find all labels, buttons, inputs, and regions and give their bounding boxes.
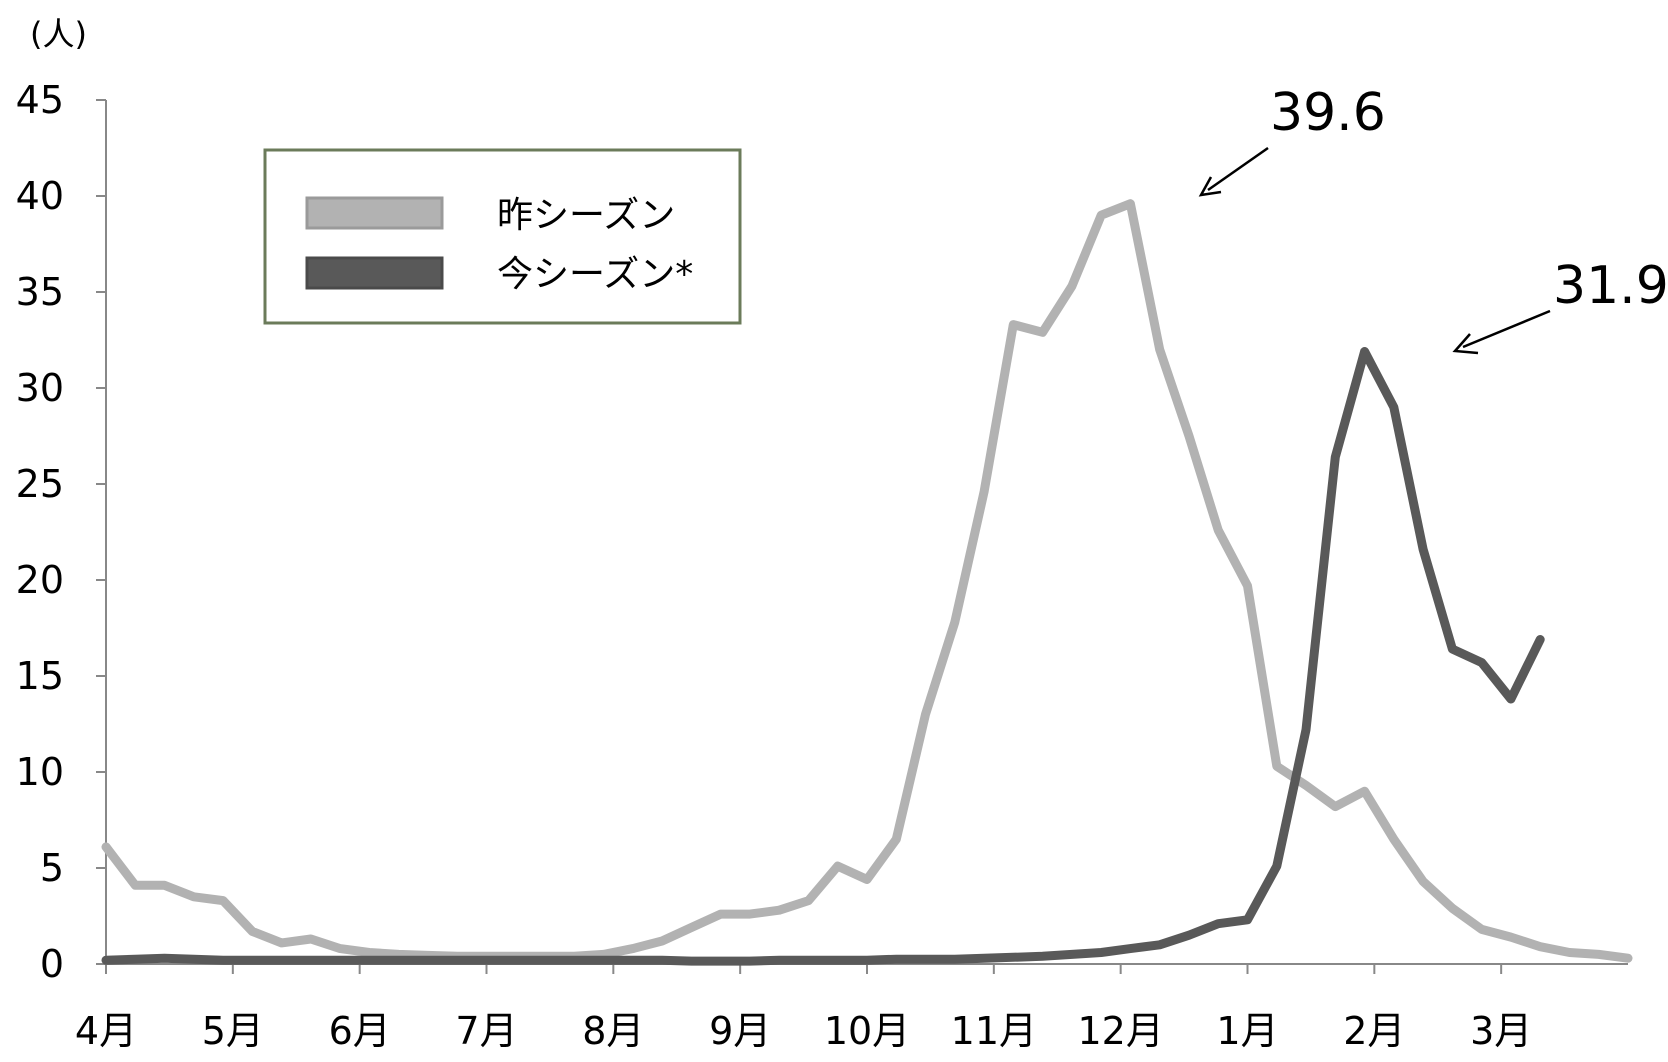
series-lines <box>101 199 1633 966</box>
y-tick-label: 5 <box>40 846 64 890</box>
legend-label-this-season: 今シーズン* <box>497 254 693 295</box>
y-tick-label: 15 <box>16 654 64 698</box>
y-tick-label: 0 <box>40 942 64 986</box>
y-tick-label: 20 <box>16 558 64 602</box>
x-tick-label: 12月 <box>1077 1009 1163 1053</box>
legend-label-last-season: 昨シーズン <box>497 195 675 236</box>
peak-arrow-this-season <box>1462 309 1551 349</box>
legend-swatch-last-season <box>305 196 444 230</box>
peak-label-last-season: 39.6 <box>1270 83 1386 143</box>
y-tick-label: 35 <box>16 270 64 314</box>
peak-arrowhead-this-season <box>1452 333 1479 355</box>
x-tick-label: 3月 <box>1470 1009 1532 1053</box>
y-tick-label: 10 <box>16 750 64 794</box>
y-axis-unit-label: (人) <box>30 15 87 53</box>
y-tick-label: 25 <box>16 462 64 506</box>
x-tick-label: 5月 <box>202 1009 264 1053</box>
y-axis: 0 5 10 15 20 25 30 35 40 45 <box>16 78 107 986</box>
peak-arrow-last-season <box>1207 146 1269 192</box>
legend-box <box>263 148 742 325</box>
legend: 昨シーズン 今シーズン* <box>263 148 742 325</box>
x-tick-label: 8月 <box>582 1009 644 1053</box>
x-tick-label: 2月 <box>1343 1009 1405 1053</box>
peak-annotations: 39.6 31.9 <box>1198 83 1668 355</box>
peak-arrowhead-last-season <box>1198 176 1222 197</box>
x-tick-label: 11月 <box>951 1009 1037 1053</box>
x-tick-label: 7月 <box>455 1009 517 1053</box>
x-tick-label: 10月 <box>824 1009 910 1053</box>
y-tick-label: 45 <box>16 78 64 122</box>
x-tick-label: 9月 <box>709 1009 771 1053</box>
series-line-this-season <box>101 347 1545 966</box>
legend-swatch-this-season <box>305 256 444 290</box>
y-tick-label: 30 <box>16 366 64 410</box>
x-tick-label: 1月 <box>1216 1009 1278 1053</box>
series-line-last-season <box>101 199 1633 963</box>
x-tick-label: 4月 <box>75 1009 137 1053</box>
x-tick-label: 6月 <box>329 1009 391 1053</box>
peak-label-this-season: 31.9 <box>1553 256 1668 316</box>
x-axis: 4月 5月 6月 7月 8月 9月 10月 11月 12月 1月 2月 3月 <box>75 963 1628 1053</box>
y-tick-label: 40 <box>16 174 64 218</box>
